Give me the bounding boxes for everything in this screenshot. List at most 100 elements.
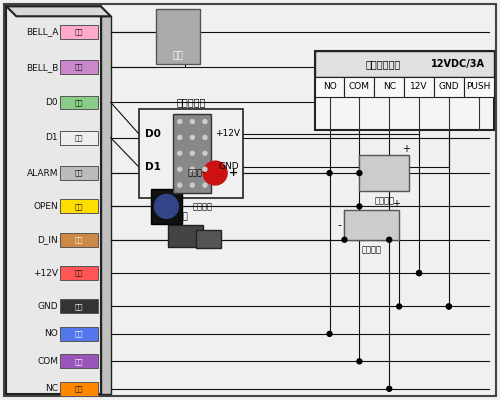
Text: 12V: 12V — [410, 82, 428, 91]
Text: 通电开锁: 通电开锁 — [374, 196, 394, 205]
Bar — [344, 210, 399, 240]
Bar — [101, 16, 111, 394]
Text: COM: COM — [349, 82, 370, 91]
Text: NO: NO — [44, 329, 58, 338]
Circle shape — [154, 194, 178, 218]
Text: 绿线: 绿线 — [74, 99, 83, 106]
Bar — [360, 155, 409, 191]
Bar — [168, 225, 203, 247]
Circle shape — [386, 237, 392, 242]
Text: -: - — [354, 168, 358, 178]
Text: D1: D1 — [46, 133, 58, 142]
Text: D0: D0 — [46, 98, 58, 107]
Bar — [60, 233, 98, 247]
Text: +12V: +12V — [214, 129, 240, 138]
Circle shape — [190, 167, 194, 171]
Text: D0: D0 — [144, 129, 160, 139]
Circle shape — [342, 237, 347, 242]
Text: 粉线: 粉线 — [74, 28, 83, 35]
Text: 报警器-: 报警器- — [187, 168, 206, 178]
Circle shape — [396, 304, 402, 309]
Bar — [60, 60, 98, 74]
Text: 门禁专用电源: 门禁专用电源 — [365, 59, 400, 69]
Bar — [404, 77, 434, 97]
Circle shape — [203, 136, 207, 140]
Text: ALARM: ALARM — [26, 168, 58, 178]
Bar — [150, 188, 182, 224]
Bar — [314, 51, 494, 130]
Bar — [464, 77, 494, 97]
Text: BELL_A: BELL_A — [26, 27, 58, 36]
Text: 紫线: 紫线 — [74, 358, 83, 365]
Bar — [138, 109, 243, 198]
Text: NO: NO — [322, 82, 336, 91]
Circle shape — [357, 204, 362, 209]
Circle shape — [203, 183, 207, 187]
Circle shape — [204, 161, 227, 185]
Bar — [174, 114, 211, 193]
Polygon shape — [6, 6, 111, 16]
Bar — [196, 230, 221, 248]
Bar — [60, 266, 98, 280]
Bar — [314, 51, 494, 77]
Text: +: + — [402, 144, 410, 154]
Bar — [60, 300, 98, 313]
Text: PUSH: PUSH — [466, 82, 491, 91]
Text: 白线: 白线 — [74, 134, 83, 141]
Circle shape — [190, 151, 194, 155]
Text: OPEN: OPEN — [34, 202, 58, 211]
Text: 粉蓝: 粉蓝 — [74, 64, 83, 70]
Circle shape — [203, 120, 207, 124]
Circle shape — [190, 136, 194, 140]
Bar — [60, 354, 98, 368]
Circle shape — [178, 167, 182, 171]
Text: GND: GND — [219, 162, 240, 171]
Text: 红线: 红线 — [74, 270, 83, 276]
Circle shape — [386, 386, 392, 391]
Text: 门铃: 门铃 — [172, 52, 184, 60]
Text: 棕线: 棕线 — [74, 236, 83, 243]
Text: NC: NC — [382, 82, 396, 91]
Text: BELL_B: BELL_B — [26, 63, 58, 72]
Text: 蓝线: 蓝线 — [74, 330, 83, 337]
Circle shape — [203, 151, 207, 155]
Circle shape — [203, 167, 207, 171]
Text: 黄线: 黄线 — [74, 203, 83, 210]
Bar — [60, 200, 98, 213]
Bar — [60, 382, 98, 396]
Circle shape — [357, 359, 362, 364]
Text: +: + — [392, 199, 400, 209]
Circle shape — [178, 151, 182, 155]
Text: 维根读卡器: 维根读卡器 — [176, 97, 206, 107]
Bar — [60, 131, 98, 145]
Text: 出门按钮: 出门按钮 — [192, 202, 212, 211]
Text: NC: NC — [45, 384, 58, 393]
Circle shape — [416, 271, 422, 276]
Bar — [60, 96, 98, 110]
Text: D1: D1 — [144, 162, 160, 172]
Circle shape — [446, 304, 452, 309]
Circle shape — [178, 120, 182, 124]
Bar — [6, 6, 101, 394]
Text: 断电开锁: 断电开锁 — [362, 245, 382, 254]
Circle shape — [446, 304, 452, 309]
Bar — [156, 9, 200, 64]
Text: GND: GND — [38, 302, 58, 311]
Circle shape — [190, 183, 194, 187]
Text: 橙线: 橙线 — [74, 386, 83, 392]
Text: D_IN: D_IN — [38, 235, 58, 244]
Text: +12V: +12V — [33, 268, 58, 278]
Circle shape — [327, 332, 332, 336]
Bar — [374, 77, 404, 97]
Text: -: - — [338, 220, 342, 230]
Circle shape — [416, 271, 422, 276]
Circle shape — [190, 120, 194, 124]
Text: 12VDC/3A: 12VDC/3A — [431, 59, 485, 69]
Text: COM: COM — [37, 357, 58, 366]
Text: 门磁: 门磁 — [178, 212, 188, 222]
Text: 灰线: 灰线 — [74, 170, 83, 176]
Circle shape — [327, 170, 332, 176]
Bar — [60, 166, 98, 180]
Bar — [60, 25, 98, 39]
Text: 黑线: 黑线 — [74, 303, 83, 310]
